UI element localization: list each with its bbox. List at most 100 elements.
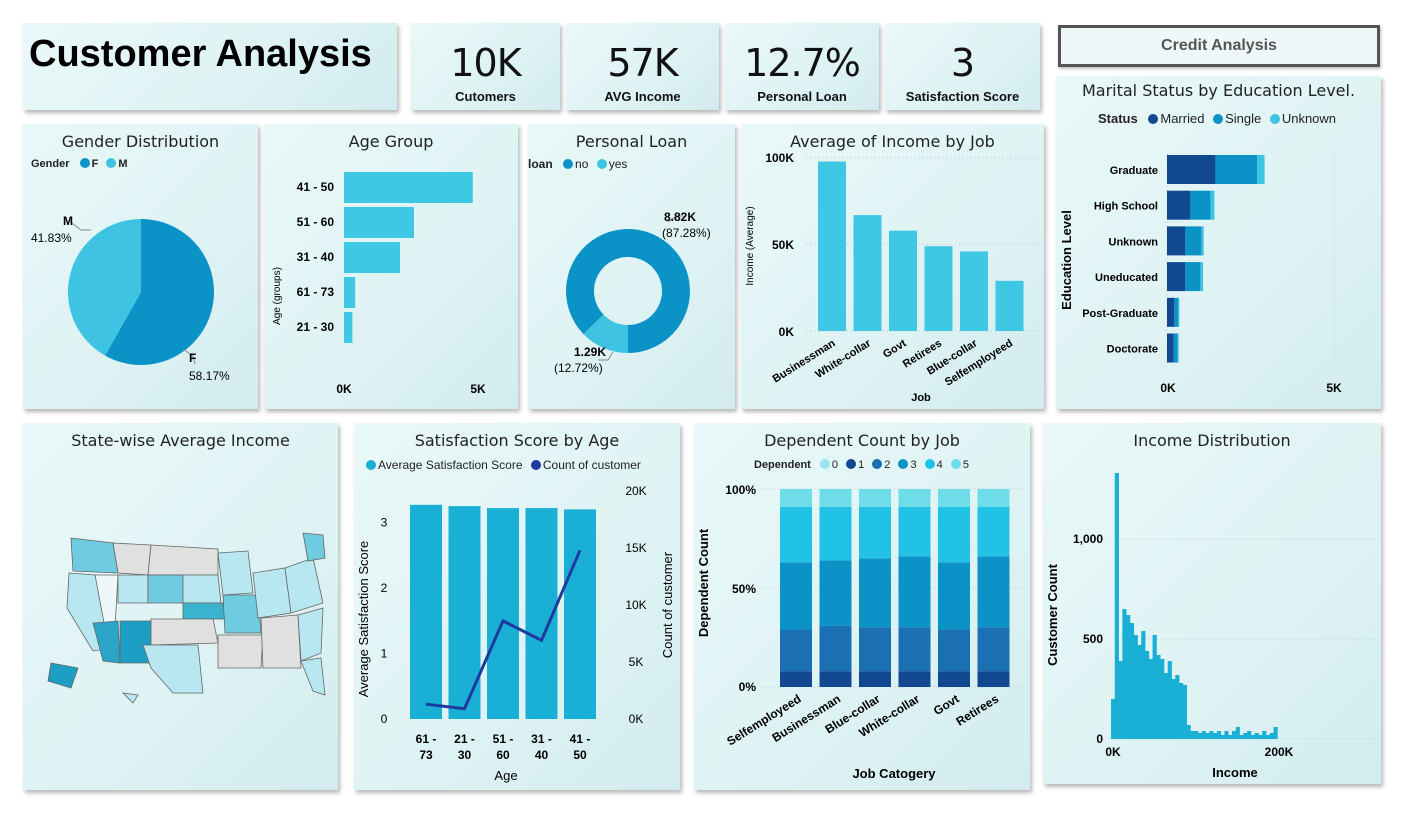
histogram-bin[interactable]: [1254, 733, 1259, 739]
marital-bar-unknown[interactable]: [1178, 297, 1180, 327]
dependent-bar-1[interactable]: [859, 627, 891, 672]
histogram-bin[interactable]: [1118, 661, 1123, 739]
dependent-bar-3[interactable]: [859, 506, 891, 559]
state-hi[interactable]: [121, 692, 139, 704]
histogram-bin[interactable]: [1186, 725, 1191, 739]
credit-analysis-button[interactable]: Credit Analysis: [1058, 25, 1380, 67]
histogram-bin[interactable]: [1137, 645, 1142, 739]
pie-slice-f[interactable]: [105, 219, 215, 365]
marital-bar-married[interactable]: [1167, 262, 1186, 292]
dependent-bar-2[interactable]: [780, 562, 812, 630]
age-bar[interactable]: [344, 312, 353, 343]
histogram-bin[interactable]: [1194, 731, 1199, 739]
histogram-bin[interactable]: [1224, 731, 1229, 739]
histogram-bin[interactable]: [1141, 631, 1146, 739]
dependent-bar-2[interactable]: [859, 558, 891, 628]
state-tn-ms[interactable]: [260, 614, 302, 669]
histogram-bin[interactable]: [1220, 735, 1225, 739]
histogram-bin[interactable]: [1231, 731, 1237, 739]
dependent-bar-2[interactable]: [977, 556, 1010, 628]
marital-bar-single[interactable]: [1173, 333, 1178, 363]
marital-bar-unknown[interactable]: [1257, 155, 1265, 184]
dependent-bar-4[interactable]: [780, 489, 812, 507]
histogram-bin[interactable]: [1171, 679, 1176, 739]
donut-slice-no[interactable]: [566, 228, 690, 353]
donut-slice-yes[interactable]: [583, 314, 628, 353]
dependent-bar-0[interactable]: [819, 671, 852, 687]
state-nm[interactable]: [119, 620, 152, 664]
state-carolinas[interactable]: [297, 607, 324, 662]
histogram-bin[interactable]: [1179, 683, 1184, 739]
marital-bar-married[interactable]: [1167, 226, 1186, 256]
state-ne-ks[interactable]: [182, 602, 226, 620]
job-bar[interactable]: [960, 251, 988, 331]
dependent-bar-4[interactable]: [977, 489, 1010, 507]
dependent-bar-1[interactable]: [898, 627, 931, 672]
marital-bar-married[interactable]: [1167, 155, 1216, 184]
dependent-bar-0[interactable]: [780, 671, 812, 687]
dependent-bar-0[interactable]: [977, 671, 1010, 687]
state-ar-la[interactable]: [217, 634, 264, 669]
marital-bar-married[interactable]: [1167, 190, 1191, 220]
satisfaction-bar[interactable]: [487, 508, 519, 719]
dependent-bar-3[interactable]: [938, 506, 970, 563]
marital-bar-married[interactable]: [1167, 333, 1174, 363]
histogram-bin[interactable]: [1160, 659, 1165, 739]
dependent-bar-1[interactable]: [819, 625, 852, 672]
dependent-bar-3[interactable]: [898, 506, 931, 557]
histogram-bin[interactable]: [1228, 735, 1233, 739]
state-oh-pa[interactable]: [284, 557, 324, 614]
marital-bar-unknown[interactable]: [1200, 262, 1204, 292]
histogram-bin[interactable]: [1243, 733, 1248, 739]
dependent-bar-1[interactable]: [780, 629, 812, 672]
marital-bar-unknown[interactable]: [1177, 333, 1179, 363]
pie-slice-m[interactable]: [68, 219, 141, 356]
marital-bar-unknown[interactable]: [1201, 226, 1204, 256]
job-bar[interactable]: [924, 246, 953, 331]
histogram-bin[interactable]: [1145, 651, 1150, 739]
state-ut[interactable]: [117, 574, 149, 604]
dependent-bar-3[interactable]: [977, 506, 1010, 557]
state-ny-ne[interactable]: [302, 532, 326, 562]
histogram-bin[interactable]: [1273, 727, 1278, 739]
dependent-bar-3[interactable]: [819, 506, 852, 561]
state-fl[interactable]: [300, 657, 326, 696]
dependent-bar-0[interactable]: [859, 671, 891, 687]
job-bar[interactable]: [853, 215, 882, 331]
state-id-mt[interactable]: [112, 542, 152, 576]
marital-bar-single[interactable]: [1185, 226, 1202, 256]
histogram-bin[interactable]: [1152, 635, 1157, 739]
dependent-bar-1[interactable]: [977, 627, 1010, 672]
marital-bar-single[interactable]: [1215, 155, 1258, 184]
state-mt-nd[interactable]: [147, 544, 219, 576]
state-ok[interactable]: [150, 618, 219, 646]
histogram-bin[interactable]: [1114, 473, 1119, 739]
marital-bar-single[interactable]: [1174, 297, 1179, 327]
histogram-bin[interactable]: [1247, 731, 1252, 739]
dependent-bar-3[interactable]: [780, 506, 812, 563]
marital-bar-married[interactable]: [1167, 297, 1175, 327]
histogram-bin[interactable]: [1126, 615, 1131, 739]
age-bar[interactable]: [344, 242, 400, 273]
dependent-bar-2[interactable]: [898, 556, 931, 628]
marital-bar-single[interactable]: [1190, 190, 1211, 220]
satisfaction-bar[interactable]: [564, 509, 596, 719]
marital-bar-single[interactable]: [1185, 262, 1201, 292]
histogram-bin[interactable]: [1175, 675, 1180, 739]
histogram-bin[interactable]: [1167, 661, 1172, 739]
state-il-in[interactable]: [252, 567, 292, 619]
histogram-bin[interactable]: [1163, 673, 1169, 739]
job-bar[interactable]: [818, 161, 846, 331]
histogram-bin[interactable]: [1269, 733, 1274, 739]
histogram-bin[interactable]: [1190, 731, 1195, 739]
satisfaction-bar[interactable]: [410, 504, 442, 719]
histogram-bin[interactable]: [1148, 659, 1153, 739]
age-bar[interactable]: [344, 172, 473, 203]
dependent-bar-4[interactable]: [859, 489, 891, 507]
histogram-bin[interactable]: [1213, 733, 1218, 739]
state-ak[interactable]: [47, 662, 79, 689]
histogram-bin[interactable]: [1265, 735, 1271, 739]
marital-bar-unknown[interactable]: [1210, 190, 1215, 220]
age-bar[interactable]: [344, 207, 414, 238]
state-sd[interactable]: [182, 574, 222, 604]
